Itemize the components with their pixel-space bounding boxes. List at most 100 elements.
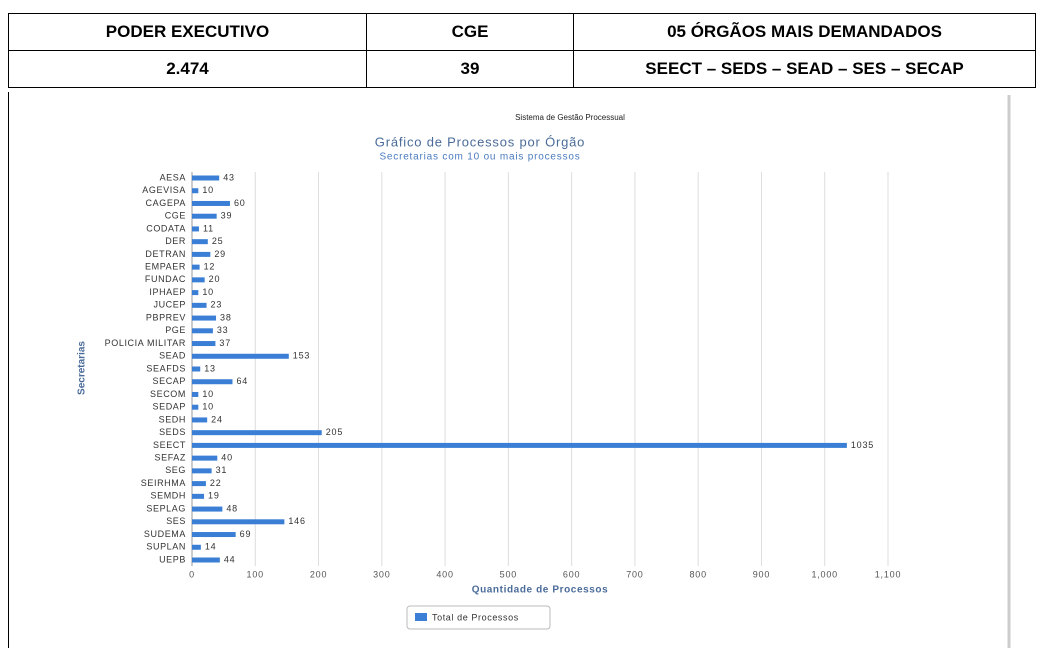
bar	[192, 557, 220, 563]
y-tick-label: AESA	[160, 172, 186, 182]
bar	[192, 341, 216, 347]
data-label: 22	[210, 478, 222, 488]
bar	[192, 226, 199, 232]
data-label: 48	[226, 503, 238, 513]
bar	[192, 519, 285, 525]
data-label: 10	[202, 389, 214, 399]
data-label: 64	[236, 376, 248, 386]
bar	[192, 188, 199, 194]
x-axis-title: Quantidade de Processos	[472, 585, 609, 596]
data-label: 10	[202, 185, 214, 195]
y-tick-label: PGE	[165, 325, 186, 335]
bar	[192, 264, 200, 270]
bar	[192, 353, 289, 359]
y-tick-label: UEPB	[159, 554, 186, 564]
y-tick-label: PBPREV	[146, 312, 186, 322]
data-label: 153	[293, 351, 310, 361]
data-label: 1035	[851, 440, 874, 450]
x-tick-label: 700	[626, 569, 643, 579]
x-tick-label: 1,100	[875, 569, 902, 579]
bar	[192, 213, 217, 219]
bar	[192, 430, 322, 436]
bar	[192, 417, 208, 423]
data-label: 37	[219, 338, 231, 348]
x-tick-label: 100	[247, 569, 264, 579]
bar	[192, 442, 847, 448]
summary-table: PODER EXECUTIVO CGE 05 ÓRGÃOS MAIS DEMAN…	[8, 13, 1036, 88]
data-label: 10	[202, 402, 214, 412]
y-tick-label: EMPAER	[145, 262, 186, 272]
y-tick-label: SEAFDS	[146, 363, 186, 373]
bar	[192, 391, 199, 397]
bar	[192, 251, 211, 257]
y-tick-label: DER	[165, 236, 186, 246]
data-label: 10	[202, 287, 214, 297]
y-tick-label: SEECT	[153, 440, 186, 450]
data-label: 39	[221, 211, 233, 221]
bar	[192, 506, 223, 512]
bar	[192, 200, 230, 206]
bar	[192, 239, 208, 245]
data-label: 14	[205, 542, 217, 552]
y-tick-label: SEDAP	[152, 402, 186, 412]
x-tick-label: 800	[689, 569, 706, 579]
data-label: 31	[216, 465, 228, 475]
bar	[192, 379, 233, 385]
data-label: 43	[223, 172, 235, 182]
x-tick-label: 1,000	[811, 569, 838, 579]
bar	[192, 404, 199, 410]
y-tick-label: SECOM	[150, 389, 186, 399]
data-label: 146	[288, 516, 305, 526]
y-tick-label: SEAD	[159, 351, 186, 361]
x-tick-label: 600	[563, 569, 580, 579]
y-tick-label: CODATA	[146, 223, 186, 233]
bar	[192, 468, 212, 474]
bar	[192, 290, 199, 296]
x-tick-label: 400	[436, 569, 453, 579]
data-label: 29	[214, 249, 226, 259]
y-tick-label: DETRAN	[145, 249, 186, 259]
bar	[192, 366, 201, 372]
data-label: 11	[203, 223, 214, 233]
y-tick-label: CAGEPA	[146, 198, 186, 208]
data-label: 38	[220, 312, 232, 322]
header-cell: CGE	[366, 13, 574, 51]
data-label: 33	[217, 325, 229, 335]
bar	[192, 532, 236, 538]
bar	[192, 302, 207, 308]
data-cell: 2.474	[8, 50, 367, 88]
y-tick-label: SEDS	[159, 427, 186, 437]
bar	[192, 315, 217, 321]
data-label: 13	[204, 363, 216, 373]
header-row: PODER EXECUTIVO CGE 05 ÓRGÃOS MAIS DEMAN…	[8, 13, 1036, 51]
legend-swatch	[415, 613, 427, 621]
y-tick-label: SEG	[165, 465, 186, 475]
data-label: 60	[234, 198, 246, 208]
data-label: 12	[204, 262, 216, 272]
x-tick-label: 500	[500, 569, 517, 579]
data-label: 24	[211, 414, 223, 424]
chart-title: Gráfico de Processos por Órgão	[375, 134, 585, 149]
y-tick-label: SUDEMA	[144, 529, 186, 539]
y-tick-label: SES	[166, 516, 186, 526]
y-tick-label: SUPLAN	[146, 542, 186, 552]
y-tick-label: POLICIA MILITAR	[105, 338, 186, 348]
header-cell: PODER EXECUTIVO	[8, 13, 367, 51]
y-tick-label: SEPLAG	[146, 503, 186, 513]
y-tick-label: IPHAEP	[149, 287, 186, 297]
bar	[192, 175, 220, 181]
bar	[192, 493, 205, 499]
chart-subtitle: Secretarias com 10 ou mais processos	[379, 152, 580, 163]
data-label: 69	[240, 529, 252, 539]
bar	[192, 328, 213, 334]
data-label: 25	[212, 236, 224, 246]
y-tick-label: SECAP	[152, 376, 186, 386]
x-tick-label: 0	[189, 569, 195, 579]
chart-header: Sistema de Gestão Processual	[515, 113, 625, 122]
legend-label: Total de Processos	[432, 612, 519, 622]
data-label: 23	[211, 300, 223, 310]
y-tick-label: SEIRHMA	[141, 478, 186, 488]
y-tick-label: AGEVISA	[142, 185, 186, 195]
